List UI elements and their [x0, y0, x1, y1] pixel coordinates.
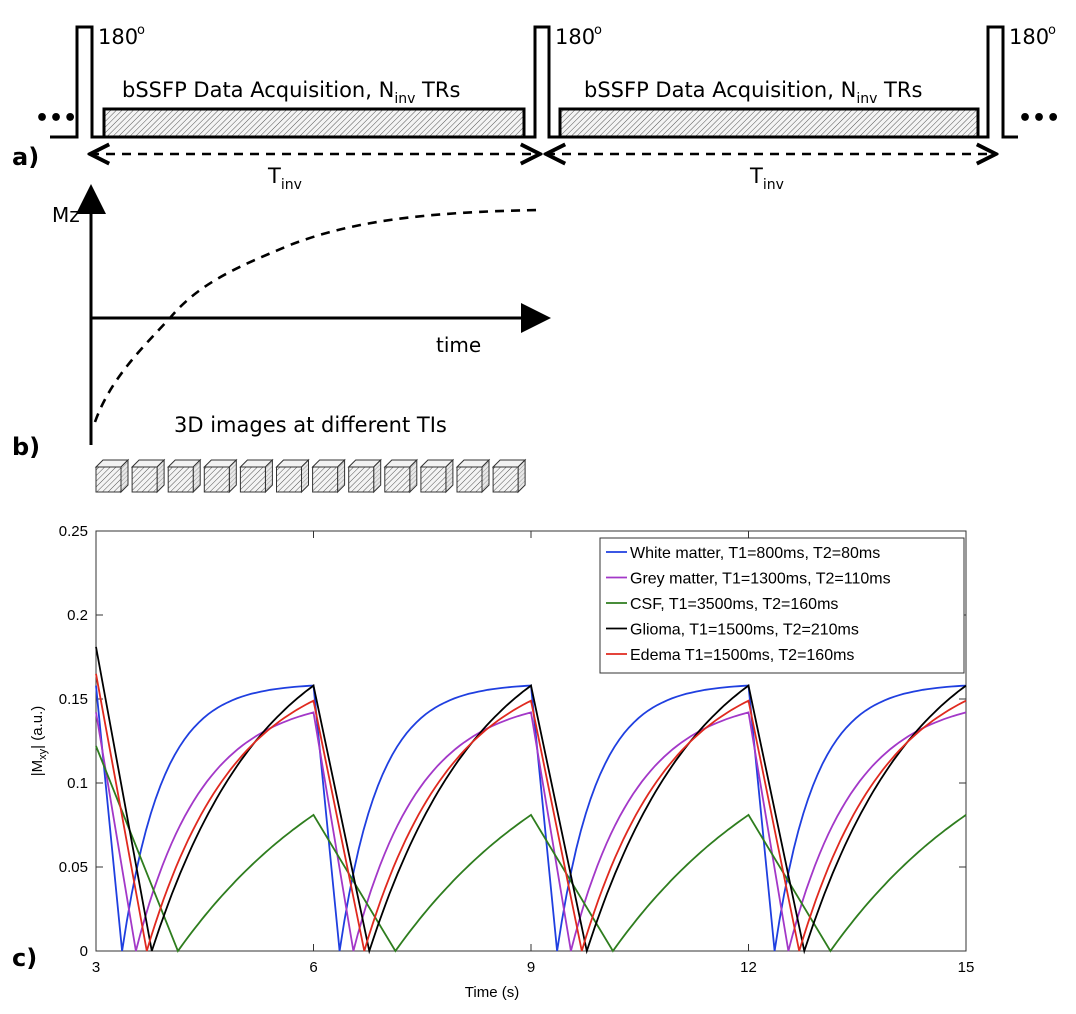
- legend-label: CSF, T1=3500ms, T2=160ms: [630, 596, 838, 613]
- pulse-label-3: 180 o: [1009, 23, 1056, 49]
- legend-label: Edema T1=1500ms, T2=160ms: [630, 647, 854, 664]
- panel-label-b: b): [12, 433, 40, 461]
- y-tick-label: 0.1: [67, 775, 88, 792]
- image-volume-cube: [203, 458, 238, 494]
- y-tick-label: 0.05: [59, 859, 88, 876]
- acquisition-label-2: bSSFP Data Acquisition, Ninv TRs: [584, 78, 922, 107]
- x-tick-label: 15: [958, 959, 975, 976]
- chart-series: [95, 646, 967, 955]
- x-tick-label: 6: [309, 959, 317, 976]
- pulse-label-2: 180 o: [555, 23, 602, 49]
- image-volume-cube: [130, 458, 166, 494]
- panel-label-a: a): [12, 143, 39, 171]
- legend-entry: CSF, T1=3500ms, T2=160ms: [606, 596, 838, 613]
- series-line: [95, 673, 967, 952]
- legend-label: Grey matter, T1=1300ms, T2=110ms: [630, 571, 891, 588]
- svg-text:o: o: [1048, 23, 1056, 38]
- y-tick-label: 0.15: [59, 691, 88, 708]
- image-volume-cube: [347, 458, 382, 494]
- x-axis-ticks: 3 6 9 12 15: [92, 531, 975, 976]
- y-tick-label: 0: [80, 943, 88, 960]
- image-volume-cube: [491, 458, 527, 494]
- legend-label: Glioma, T1=1500ms, T2=210ms: [630, 622, 859, 639]
- mz-recovery-curve: [93, 208, 541, 423]
- image-volume-cube: [166, 458, 202, 494]
- images-caption: 3D images at different TIs: [174, 413, 447, 437]
- image-volume-cube: [383, 458, 419, 494]
- interval-label-2: Tinv: [749, 164, 784, 193]
- panel-c-signal-chart: 0 0.05 0.1 0.15 0.2 0.25 3 6 9 12 15 White matter…: [12, 523, 974, 1001]
- panel-label-c: c): [12, 944, 37, 972]
- y-axis-title: |Mxy| (a.u.): [29, 706, 49, 776]
- y-axis-ticks: 0 0.05 0.1 0.15 0.2 0.25: [59, 523, 966, 960]
- svg-text:180: 180: [98, 25, 138, 49]
- acquisition-block-2: [558, 107, 980, 139]
- x-axis-title: Time (s): [465, 984, 519, 1001]
- x-tick-label: 3: [92, 959, 100, 976]
- pulse-sequence-line: [50, 25, 1018, 139]
- acquisition-block-1: [102, 107, 526, 139]
- interval-label-1: Tinv: [267, 164, 302, 193]
- ellipsis-right: •••: [1018, 106, 1060, 131]
- image-volume-cube: [239, 458, 274, 494]
- image-volume-cube: [311, 458, 346, 494]
- legend-entry: Glioma, T1=1500ms, T2=210ms: [606, 622, 859, 639]
- legend-label: White matter, T1=800ms, T2=80ms: [630, 545, 880, 562]
- acquisition-label-1: bSSFP Data Acquisition, Ninv TRs: [122, 78, 460, 107]
- time-axis-label: time: [436, 333, 481, 357]
- legend-box: [599, 537, 965, 674]
- legend-entry: White matter, T1=800ms, T2=80ms: [606, 545, 880, 562]
- series-line: [95, 711, 967, 952]
- x-tick-label: 9: [527, 959, 535, 976]
- svg-text:o: o: [137, 23, 145, 38]
- x-tick-label: 12: [740, 959, 757, 976]
- panel-b-recovery-diagram: Mz time 3D images at different TIs b): [12, 184, 551, 494]
- image-volume-stack: [94, 458, 527, 494]
- image-volume-cube: [275, 458, 310, 494]
- series-line: [95, 745, 967, 953]
- panel-a-sequence-diagram: ••• ••• 180 o 180 o 180 o bSSFP Data Acq…: [12, 23, 1060, 193]
- image-volume-cube: [455, 458, 491, 494]
- chart-legend: White matter, T1=800ms, T2=80ms Grey matt…: [599, 537, 965, 674]
- y-tick-label: 0.2: [67, 607, 88, 624]
- mz-axis-label: Mz: [52, 203, 80, 227]
- legend-entry: Grey matter, T1=1300ms, T2=110ms: [606, 571, 891, 588]
- ellipsis-left: •••: [35, 106, 77, 131]
- pulse-label-1: 180 o: [98, 23, 145, 49]
- y-tick-label: 0.25: [59, 523, 88, 540]
- svg-text:180: 180: [555, 25, 595, 49]
- legend-entry: Edema T1=1500ms, T2=160ms: [606, 647, 854, 664]
- image-volume-cube: [419, 458, 455, 494]
- image-volume-cube: [94, 458, 130, 494]
- svg-text:180: 180: [1009, 25, 1049, 49]
- svg-text:o: o: [594, 23, 602, 38]
